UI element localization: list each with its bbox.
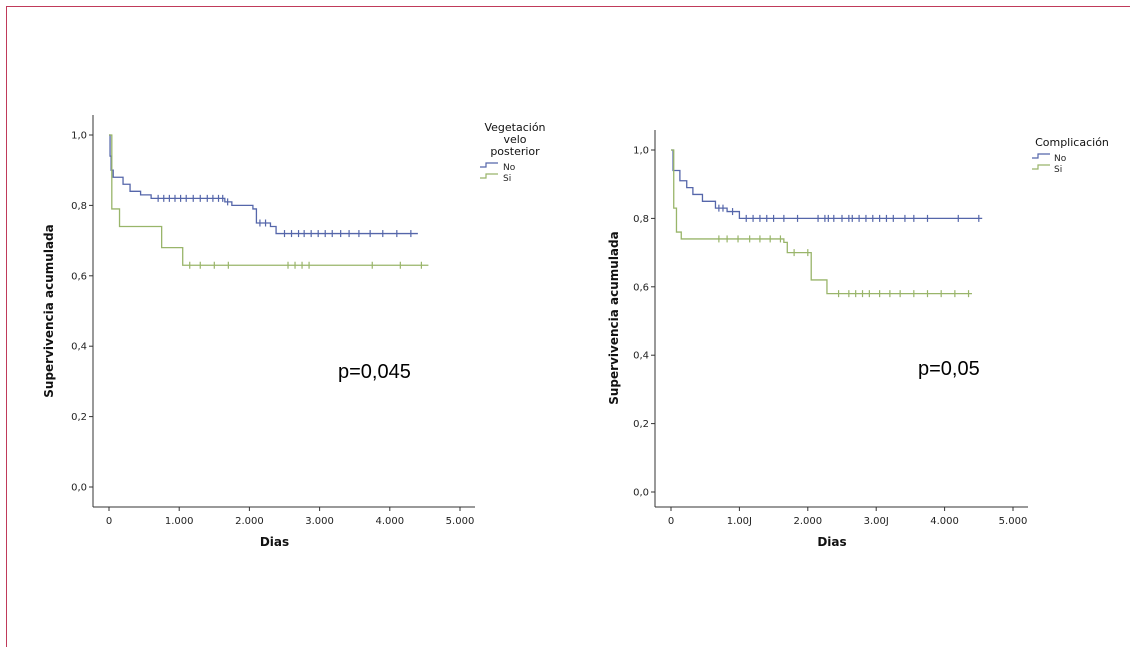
legend-title-line: velo bbox=[503, 133, 526, 146]
y-tick-label: 0,2 bbox=[633, 419, 649, 430]
x-tick-label: 3.00J bbox=[864, 516, 889, 527]
y-tick-label: 0,8 bbox=[71, 201, 87, 212]
series-no bbox=[109, 134, 418, 238]
x-tick-label: 0 bbox=[106, 516, 112, 527]
y-tick-label: 0,0 bbox=[633, 488, 649, 499]
km-chart-2: 0,0 0,2 0,4 0,6 0,8 1,0 0 1.00J 2.000 3.00J 4.000 5… bbox=[607, 130, 1109, 549]
series-si bbox=[671, 149, 972, 298]
x-axis-title: Dias bbox=[260, 535, 289, 549]
x-tick-label: 2.000 bbox=[235, 516, 264, 527]
legend-swatch-no bbox=[480, 162, 498, 168]
x-tick-label: 1.00J bbox=[727, 516, 752, 527]
survival-step-line bbox=[109, 134, 429, 266]
frame-top-border bbox=[6, 6, 1130, 7]
x-tick-label: 0 bbox=[668, 516, 674, 527]
legend-label-no: No bbox=[1054, 154, 1067, 164]
y-tick-label: 0,0 bbox=[71, 483, 87, 494]
y-tick-label: 0,6 bbox=[71, 271, 87, 282]
x-tick-label: 4.000 bbox=[375, 516, 404, 527]
y-tick-label: 1,0 bbox=[71, 131, 87, 142]
x-tick-label: 5.000 bbox=[999, 516, 1028, 527]
y-axis-title: Supervivencia acumulada bbox=[42, 224, 56, 397]
legend-swatch-no bbox=[1032, 153, 1050, 159]
legend-title-line: Complicación bbox=[1035, 136, 1109, 149]
y-tick-label: 0,4 bbox=[71, 342, 87, 353]
x-tick-label: 5.000 bbox=[446, 516, 475, 527]
y-tick-label: 1,0 bbox=[633, 146, 649, 157]
y-tick-label: 0,2 bbox=[71, 412, 87, 423]
survival-step-line bbox=[671, 149, 972, 295]
y-tick-label: 0,6 bbox=[633, 282, 649, 293]
x-tick-label: 3.000 bbox=[305, 516, 334, 527]
legend-label-si: Si bbox=[503, 174, 511, 184]
x-axis-title: Dias bbox=[817, 535, 846, 549]
y-tick-label: 0,4 bbox=[633, 351, 649, 362]
legend-label-si: Si bbox=[1054, 165, 1062, 175]
legend-swatch-si bbox=[480, 173, 498, 179]
x-tick-label: 4.000 bbox=[930, 516, 959, 527]
series-si bbox=[109, 134, 429, 269]
km-chart-1: 0,0 0,2 0,4 0,6 0,8 1,0 0 1.000 2.000 3.000 4.000 5… bbox=[42, 115, 546, 549]
y-axis-title: Supervivencia acumulada bbox=[607, 231, 621, 404]
legend-title-line: posterior bbox=[490, 145, 540, 158]
x-tick-label: 1.000 bbox=[165, 516, 194, 527]
frame-left-border bbox=[6, 6, 7, 647]
legend-label-no: No bbox=[503, 163, 516, 173]
survival-step-line bbox=[109, 134, 418, 235]
y-tick-label: 0,8 bbox=[633, 214, 649, 225]
x-tick-label: 2.000 bbox=[793, 516, 822, 527]
legend-swatch-si bbox=[1032, 164, 1050, 170]
legend-title-line: Vegetación bbox=[484, 121, 545, 134]
p-value-annotation: p=0,045 bbox=[338, 361, 411, 383]
series-no bbox=[671, 149, 983, 222]
survival-step-line bbox=[671, 149, 983, 220]
p-value-annotation: p=0,05 bbox=[918, 358, 980, 380]
